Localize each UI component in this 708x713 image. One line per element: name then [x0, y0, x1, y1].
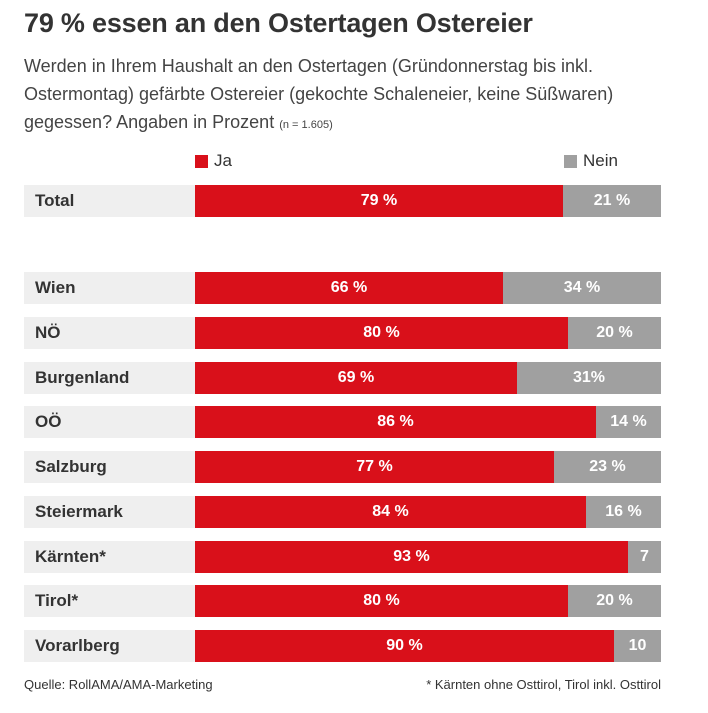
- bar-ja-tirol: 80 %: [195, 585, 568, 617]
- legend-ja-swatch: [195, 154, 208, 168]
- bar-steiermark: 84 % 16 %: [195, 496, 661, 528]
- row-kaernten: Kärnten* 93 % 7: [24, 541, 661, 573]
- bar-ja-salzburg: 77 %: [195, 451, 554, 483]
- bar-salzburg: 77 % 23 %: [195, 451, 661, 483]
- category-label-kaernten: Kärnten*: [35, 547, 106, 566]
- bar-tirol: 80 % 20 %: [195, 585, 661, 617]
- bar-nein-tirol: 20 %: [568, 585, 661, 617]
- bar-nein-ooe: 14 %: [596, 406, 661, 438]
- row-steiermark: Steiermark 84 % 16 %: [24, 496, 661, 528]
- legend-nein: Nein: [564, 151, 618, 171]
- row-noe: NÖ 80 % 20 %: [24, 317, 661, 349]
- sample-size-note: (n = 1.605): [279, 119, 333, 131]
- bar-ooe: 86 % 14 %: [195, 406, 661, 438]
- chart-title: 79 % essen an den Ostertagen Ostereier: [24, 8, 533, 38]
- category-label-ooe: OÖ: [35, 412, 62, 431]
- legend-ja-label: Ja: [214, 151, 232, 170]
- bar-ja-steiermark: 84 %: [195, 496, 586, 528]
- category-label-steiermark: Steiermark: [35, 502, 123, 521]
- bar-kaernten: 93 % 7: [195, 541, 661, 573]
- row-burgenland: Burgenland 69 % 31%: [24, 362, 661, 394]
- bar-nein-salzburg: 23 %: [554, 451, 661, 483]
- bar-ja-burgenland: 69 %: [195, 362, 517, 394]
- bar-ja-noe: 80 %: [195, 317, 568, 349]
- legend-nein-label: Nein: [583, 151, 618, 170]
- category-label-salzburg: Salzburg: [35, 457, 107, 476]
- category-label-noe: NÖ: [35, 323, 61, 342]
- row-tirol: Tirol* 80 % 20 %: [24, 585, 661, 617]
- legend-nein-swatch: [564, 154, 577, 168]
- bar-nein-burgenland: 31%: [517, 362, 661, 394]
- category-label-total: Total: [35, 191, 75, 210]
- bar-nein-wien: 34 %: [503, 272, 661, 304]
- bar-nein-total: 21 %: [563, 185, 661, 217]
- bar-total: 79 % 21 %: [195, 185, 661, 217]
- bar-burgenland: 69 % 31%: [195, 362, 661, 394]
- subtitle-text: Werden in Ihrem Haushalt an den Ostertag…: [24, 56, 614, 132]
- legend-ja: Ja: [195, 151, 232, 171]
- category-label-vorarlberg: Vorarlberg: [35, 636, 120, 655]
- row-salzburg: Salzburg 77 % 23 %: [24, 451, 661, 483]
- row-vorarlberg: Vorarlberg 90 % 10: [24, 630, 661, 662]
- bar-ja-vorarlberg: 90 %: [195, 630, 614, 662]
- bar-wien: 66 % 34 %: [195, 272, 661, 304]
- bar-nein-vorarlberg: 10: [614, 630, 661, 662]
- bar-nein-noe: 20 %: [568, 317, 661, 349]
- category-label-wien: Wien: [35, 278, 76, 297]
- bar-ja-ooe: 86 %: [195, 406, 596, 438]
- bar-vorarlberg: 90 % 10: [195, 630, 661, 662]
- bar-ja-total: 79 %: [195, 185, 563, 217]
- bar-nein-steiermark: 16 %: [586, 496, 661, 528]
- row-ooe: OÖ 86 % 14 %: [24, 406, 661, 438]
- bar-ja-wien: 66 %: [195, 272, 503, 304]
- chart-subtitle: Werden in Ihrem Haushalt an den Ostertag…: [24, 52, 684, 139]
- bar-noe: 80 % 20 %: [195, 317, 661, 349]
- footnote: * Kärnten ohne Osttirol, Tirol inkl. Ost…: [426, 677, 661, 692]
- source-note: Quelle: RollAMA/AMA-Marketing: [24, 677, 213, 692]
- bar-ja-kaernten: 93 %: [195, 541, 628, 573]
- bar-nein-kaernten: 7: [628, 541, 661, 573]
- row-wien: Wien 66 % 34 %: [24, 272, 661, 304]
- row-total: Total 79 % 21 %: [24, 185, 661, 217]
- category-label-tirol: Tirol*: [35, 591, 79, 610]
- category-label-burgenland: Burgenland: [35, 368, 130, 387]
